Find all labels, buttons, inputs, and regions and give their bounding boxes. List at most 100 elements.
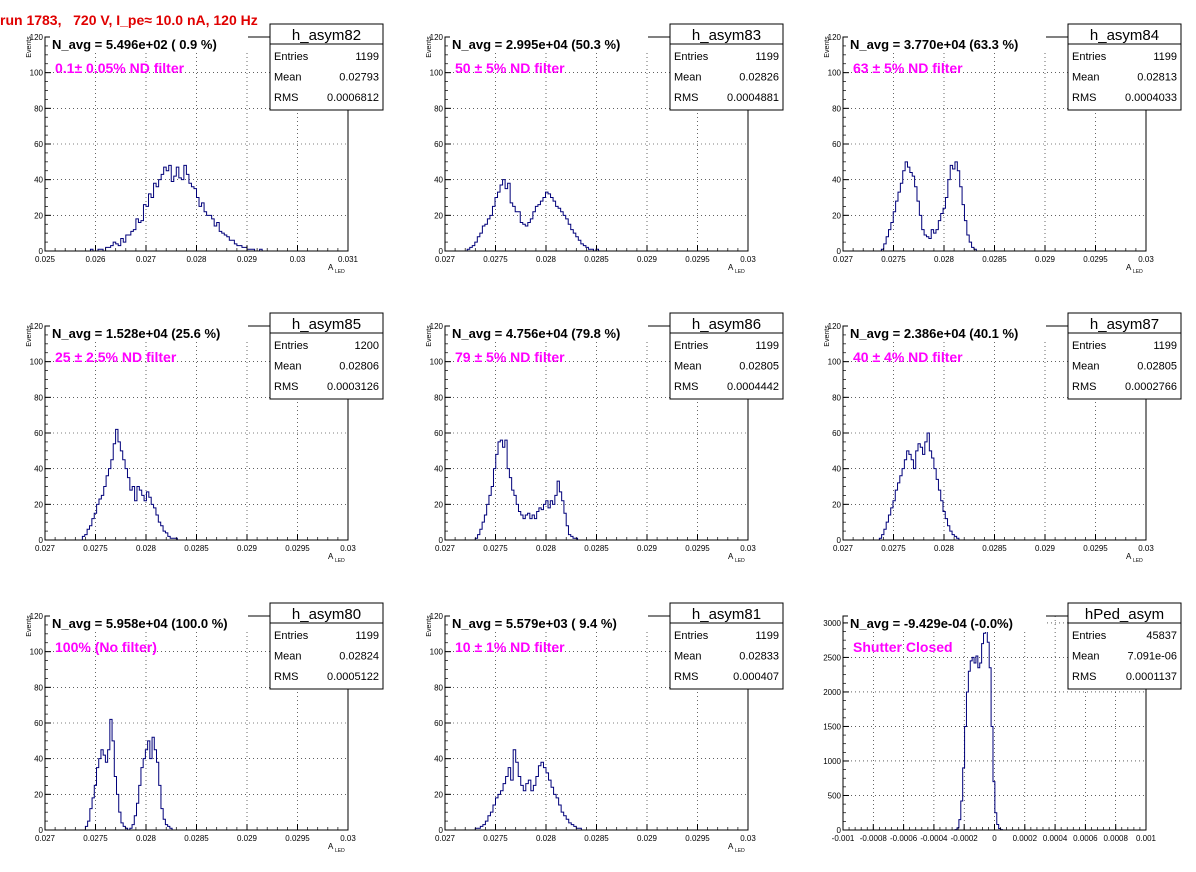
stats-value: 0.02824 [339, 651, 379, 663]
title-background [848, 36, 1046, 53]
x-tick-label: 0.029 [637, 544, 658, 553]
title-background [450, 325, 648, 342]
stats-box [269, 23, 384, 111]
histogram-title: N_avg = 5.496e+02 ( 0.9 %) [52, 37, 217, 52]
title-background [848, 325, 1046, 342]
x-tick-label: 0.03 [740, 544, 756, 553]
y-tick-label: 60 [434, 140, 443, 149]
x-tick-label: 0.03 [1138, 544, 1154, 553]
histogram-panel-h_asym84: 0.027 0.0275 0.028 0.0285 0.029 0.0295 0.03 0 20… [824, 23, 1182, 275]
x-tick-label: 0.027 [833, 255, 854, 264]
x-tick-label: 0.0275 [483, 255, 508, 264]
x-tick-label: 0.029 [637, 255, 658, 264]
run-header: run 1783, 720 V, I_pe≈ 10.0 nA, 120 Hz [0, 12, 258, 28]
title-background [50, 325, 248, 342]
histogram-title: N_avg = 5.958e+04 (100.0 %) [52, 616, 228, 631]
stats-hist-name: h_asym82 [292, 27, 361, 44]
histogram-title: N_avg = 2.995e+04 (50.3 %) [452, 37, 620, 52]
stats-value: 1200 [355, 340, 379, 352]
y-tick-label: 100 [30, 69, 44, 78]
y-tick-label: 20 [434, 500, 443, 509]
stats-label: Mean [1072, 361, 1100, 373]
y-tick-label: 40 [34, 465, 43, 474]
y-tick-label: 80 [434, 393, 443, 402]
x-tick-label: 0.0006 [1073, 834, 1098, 843]
y-axis-title: Events [426, 615, 433, 637]
stats-value: 1199 [755, 340, 779, 352]
stats-value: 0.0003126 [327, 381, 379, 393]
x-tick-label: 0.0295 [685, 255, 710, 264]
x-tick-label: 0.028 [536, 834, 557, 843]
stats-label: Mean [1072, 72, 1100, 84]
stats-value: 0.0004033 [1125, 92, 1177, 104]
x-tick-label: -0.0008 [860, 834, 888, 843]
x-axis-title: A [728, 842, 734, 851]
x-axis-title-subscript: LED [335, 848, 345, 854]
y-tick-label: 60 [434, 719, 443, 728]
x-tick-label: 0.0008 [1103, 834, 1128, 843]
filter-annotation: 79 ± 5% ND filter [455, 349, 565, 365]
y-tick-label: 80 [434, 683, 443, 692]
x-axis-title-subscript: LED [1133, 269, 1143, 275]
y-tick-label: 120 [30, 33, 44, 42]
x-tick-label: 0.025 [35, 255, 56, 264]
histogram-panel-h_asym82: 0.025 0.026 0.027 0.028 0.029 0.03 0.031 0 20 40 6… [26, 23, 384, 275]
x-tick-label: 0.0285 [184, 544, 209, 553]
x-tick-label: 0.0295 [285, 544, 310, 553]
stats-box [669, 312, 784, 400]
histogram-panel-h_asym80: 0.027 0.0275 0.028 0.0285 0.029 0.0295 0.03 0 20… [26, 602, 384, 854]
histogram-panel-hPed_asym: -0.001 -0.0008 -0.0006 -0.0004 -0.0002 0 0.000… [823, 602, 1182, 843]
y-tick-label: 40 [832, 176, 841, 185]
x-axis-title: A [1126, 552, 1132, 561]
x-tick-label: 0.0285 [982, 544, 1007, 553]
x-tick-label: 0.0295 [1083, 255, 1108, 264]
stats-label: RMS [1072, 381, 1096, 393]
y-tick-label: 20 [34, 790, 43, 799]
x-tick-label: 0.0285 [584, 544, 609, 553]
stats-label: Mean [674, 72, 702, 84]
x-axis-title: A [728, 263, 734, 272]
stats-hist-name: h_asym80 [292, 606, 361, 623]
histogram-title: N_avg = -9.429e-04 (-0.0%) [850, 616, 1013, 631]
y-tick-label: 2500 [823, 653, 841, 662]
x-axis-title-subscript: LED [735, 269, 745, 275]
stats-value: 0.02826 [739, 72, 779, 84]
stats-box [1067, 23, 1182, 111]
stats-label: Entries [674, 340, 709, 352]
stats-label: Entries [674, 630, 709, 642]
stats-value: 0.0002766 [1125, 381, 1177, 393]
stats-value: 0.02806 [339, 361, 379, 373]
y-tick-label: 100 [430, 69, 444, 78]
histogram-panel-h_asym85: 0.027 0.0275 0.028 0.0285 0.029 0.0295 0.03 0 20… [26, 312, 384, 564]
stats-label: RMS [1072, 92, 1096, 104]
y-tick-label: 80 [34, 393, 43, 402]
stats-label: RMS [274, 92, 298, 104]
stats-value: 1199 [1153, 51, 1177, 63]
stats-label: Entries [674, 51, 709, 63]
x-tick-label: 0.028 [136, 834, 157, 843]
stats-label: RMS [674, 92, 698, 104]
stats-label: RMS [674, 671, 698, 683]
y-tick-label: 20 [832, 211, 841, 220]
y-tick-label: 100 [430, 358, 444, 367]
stats-value: 0.02805 [1137, 361, 1177, 373]
x-axis-title-subscript: LED [1133, 558, 1143, 564]
title-background [450, 36, 648, 53]
x-tick-label: 0.001 [1136, 834, 1157, 843]
x-tick-label: 0.03 [740, 255, 756, 264]
stats-value: 7.091e-06 [1127, 651, 1177, 663]
stats-hist-name: h_asym87 [1090, 316, 1159, 333]
x-axis-title: A [1126, 263, 1132, 272]
stats-value: 0.02813 [1137, 72, 1177, 84]
y-tick-label: 80 [832, 393, 841, 402]
y-tick-label: 2000 [823, 688, 841, 697]
x-tick-label: 0.0295 [1083, 544, 1108, 553]
stats-box [269, 312, 384, 400]
y-tick-label: 60 [34, 719, 43, 728]
stats-value: 0.02793 [339, 72, 379, 84]
stats-hist-name: h_asym86 [692, 316, 761, 333]
stats-hist-name: h_asym81 [692, 606, 761, 623]
x-tick-label: 0.0285 [584, 834, 609, 843]
stats-hist-name: h_asym83 [692, 27, 761, 44]
y-tick-label: 20 [832, 500, 841, 509]
